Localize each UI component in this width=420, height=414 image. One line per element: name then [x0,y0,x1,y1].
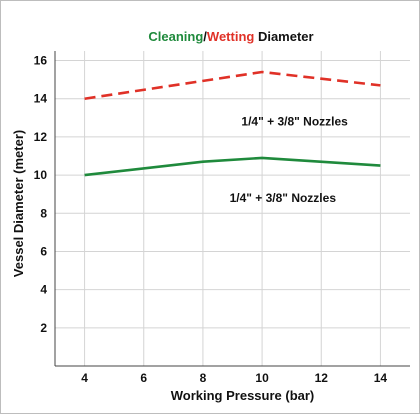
x-tick-label: 10 [255,371,269,385]
y-tick-label: 4 [40,283,47,297]
y-tick-label: 10 [34,168,48,182]
y-tick-label: 2 [40,321,47,335]
series-line-wetting [84,70,381,101]
y-tick-label: 8 [40,206,47,220]
chart-title-part: Diameter [254,29,313,44]
x-tick-label: 8 [200,371,207,385]
nozzle-annotation: 1/4" + 3/8" Nozzles [230,191,337,205]
chart-title-part: Wetting [207,29,254,44]
y-tick-label: 14 [34,92,48,106]
y-tick-label: 12 [34,130,48,144]
y-axis-label: Vessel Diameter (meter) [11,130,26,277]
x-tick-label: 12 [315,371,329,385]
x-tick-label: 4 [81,371,88,385]
chart-title-part: Cleaning [148,29,203,44]
series-line-cleaning [84,156,381,177]
y-tick-label: 6 [40,244,47,258]
chart-title-part: / [203,29,207,44]
y-tick-label: 16 [34,54,48,68]
chart-title: Cleaning/Wetting Diameter [148,29,313,44]
plot-area [55,51,410,366]
x-tick-label: 14 [374,371,388,385]
x-tick-label: 6 [140,371,147,385]
nozzle-annotation: 1/4" + 3/8" Nozzles [241,115,348,129]
x-axis-label: Working Pressure (bar) [171,388,315,403]
